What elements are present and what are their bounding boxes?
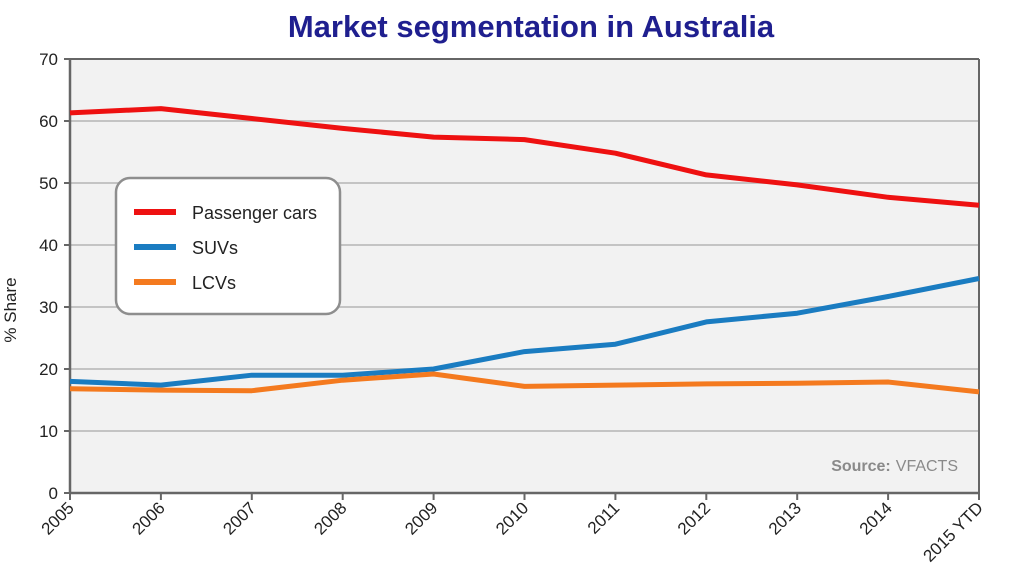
x-tick-label: 2008	[310, 498, 350, 538]
x-tick-label: 2011	[584, 498, 623, 537]
x-tick-label: 2007	[219, 498, 259, 538]
y-tick-label: 30	[39, 298, 58, 317]
x-tick-label: 2012	[674, 498, 714, 538]
x-tick-label: 2009	[401, 498, 441, 538]
legend-label: Passenger cars	[192, 203, 317, 223]
legend-label: LCVs	[192, 273, 236, 293]
series-lines	[69, 106, 980, 395]
x-axis-ticks: 2005 2006 2007 2008 2009 2010 2011 2012 2013 2014…	[38, 493, 987, 566]
y-tick-label: 10	[39, 422, 58, 441]
series-line-suvs	[69, 276, 980, 388]
y-axis-ticks: 0 10 20 30 40 50 60 70	[39, 50, 70, 503]
x-tick-label: 2010	[492, 498, 532, 538]
x-tick-label: 2013	[765, 498, 805, 538]
legend-label: SUVs	[192, 238, 238, 258]
y-tick-label: 70	[39, 50, 58, 69]
legend: Passenger cars SUVs LCVs	[114, 176, 342, 316]
series-line-lcvs	[69, 371, 980, 395]
x-tick-label: 2014	[856, 498, 896, 538]
chart-title: Market segmentation in Australia	[288, 9, 775, 44]
source-value: VFACTS	[896, 458, 958, 475]
y-tick-label: 50	[39, 174, 58, 193]
x-tick-label: 2015 YTD	[919, 498, 986, 565]
source-note: Source: VFACTS	[831, 458, 958, 475]
y-tick-label: 20	[39, 360, 58, 379]
y-axis-label: % Share	[1, 277, 20, 342]
y-tick-label: 0	[49, 484, 58, 503]
x-tick-label: 2005	[38, 498, 78, 538]
y-tick-label: 40	[39, 236, 58, 255]
x-tick-label: 2006	[129, 498, 169, 538]
source-label: Source:	[831, 458, 891, 475]
y-tick-label: 60	[39, 112, 58, 131]
series-line-passenger-cars	[69, 106, 980, 208]
